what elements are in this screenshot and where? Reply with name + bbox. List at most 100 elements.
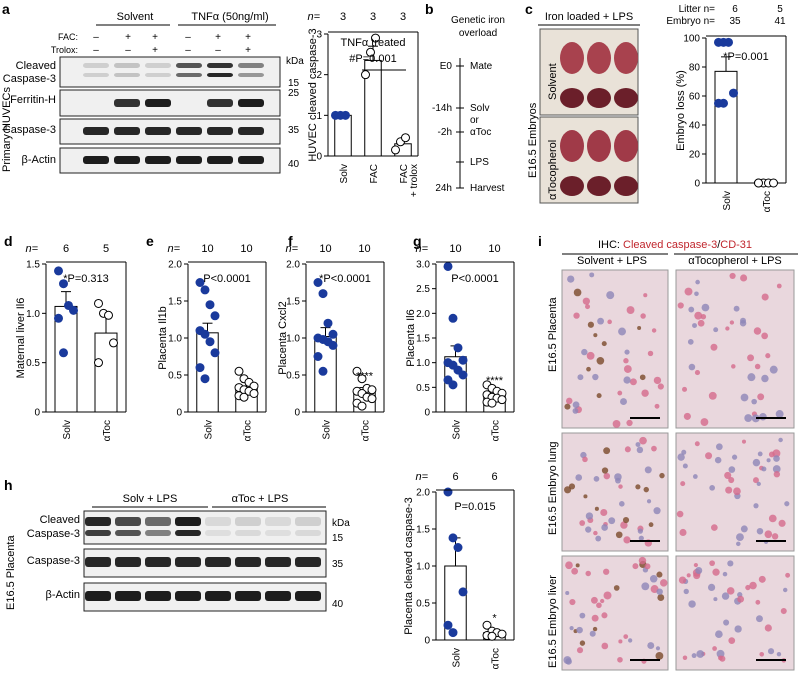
stained-cell [692,474,698,479]
stained-cell [651,445,657,452]
embryo [560,42,584,74]
stained-cell [754,363,761,370]
x-tick-label: αToc [491,420,502,441]
data-point [239,392,249,402]
blot-band [115,517,141,526]
blot-band [176,63,202,68]
blot-band [114,127,140,135]
stained-cell [728,477,735,484]
stained-cell [603,472,611,480]
blot-band [115,591,141,601]
fac-sign: + [245,32,251,43]
blot-band [238,73,264,77]
stained-cell [694,291,699,297]
p-value: P<0.0001 [203,273,250,285]
n-value: 10 [449,243,461,255]
data-point [195,278,205,287]
stained-cell [721,592,730,600]
n-label: n= [25,243,38,255]
placenta [587,88,611,108]
stained-cell [712,568,720,576]
stained-cell [697,319,705,327]
stained-cell [711,524,718,531]
stained-cell [688,306,695,313]
stained-cell [596,356,605,365]
y-tick-label: 1.5 [416,525,430,536]
data-point [443,261,453,271]
stained-cell [618,327,626,336]
stained-cell [583,494,588,499]
stained-cell [778,519,786,527]
y-tick-label: 0 [34,408,40,419]
timeline-time: 24h [435,183,452,194]
n-value: 10 [319,243,331,255]
trolox-sign: + [152,45,158,56]
data-point [487,398,497,408]
data-point [361,70,370,80]
data-point [458,587,468,597]
stained-cell [660,579,668,587]
trolox-sign: – [93,45,99,56]
data-point [205,300,215,310]
stained-cell [641,389,649,397]
stained-cell [713,327,719,333]
photo-row-atoc: αTocopherol [547,140,559,200]
y-tick-label: 1.5 [416,334,430,345]
n-value: 3 [340,11,346,23]
x-tick-label: Solv [452,648,463,667]
chart-g: 0 0.5 1.0 1.5 2.0 2.5 3.0 Placenta Il6 Solv 10 αTo… [405,243,515,441]
row-trolox-label: Trolox: [51,45,78,55]
stained-cell [653,507,661,515]
data-point [487,631,497,641]
data-point [448,628,458,638]
placenta [560,88,584,108]
significance-mark: **** [486,375,504,387]
stained-cell [757,451,763,457]
stained-cell [586,351,595,360]
stained-cell [758,575,766,583]
stained-cell [756,527,764,535]
stained-cell [596,393,602,399]
stained-cell [585,570,591,577]
fac-sign: – [93,32,99,43]
x-tick-label: αToc [102,420,113,441]
stained-cell [687,339,694,345]
blot-band [176,156,202,164]
data-point [497,629,507,639]
y-tick-label: 20 [689,150,701,161]
x-tick-label: Solv [452,420,463,439]
stained-cell [692,323,697,329]
y-tick-label: 0 [694,179,700,190]
timeline-event: αToc [470,127,491,138]
data-point [391,145,400,155]
stained-cell [761,466,767,472]
chart-f: 0 0.5 1.0 1.5 2.0 Placenta Cxcl2 Solv 10 αToc 10 *… [277,243,385,441]
y-axis-label: Placenta Il1b [157,306,169,370]
y-tick-label: 1.0 [26,309,40,320]
stained-cell [579,612,586,619]
stained-cell [718,655,723,661]
stained-cell [608,517,616,525]
blot-band [176,127,202,135]
x-tick-label: Solv [204,420,215,439]
stained-cell [722,571,728,577]
data-point [210,348,220,358]
stained-cell [643,486,649,493]
y-tick-label: 1 [316,111,322,122]
stained-cell [726,587,735,595]
data-point [357,401,367,411]
stained-cell [753,503,759,509]
stained-cell [601,467,609,474]
stained-cell [700,418,709,426]
panel-c-photos: Iron loaded + LPS Solvent αTocopherol E1… [527,4,786,204]
blot-group-tnfa: TNFα (50ng/ml) [191,11,268,23]
stained-cell [651,328,657,333]
side-label-embryos: E16.5 Embryos [527,102,539,178]
stained-cell [753,327,762,335]
data-point [54,313,63,323]
stained-cell [572,401,580,409]
embryo [614,130,638,162]
y-tick-label: 100 [683,34,700,45]
